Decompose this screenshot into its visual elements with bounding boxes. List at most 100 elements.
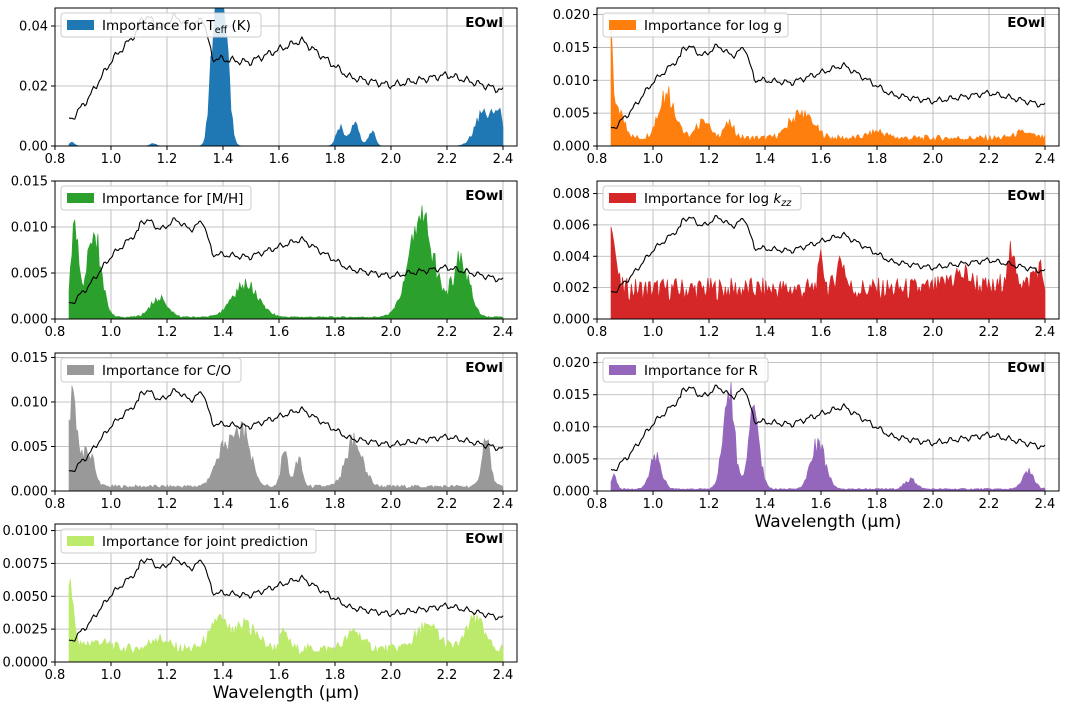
x-tick-label: 0.8 <box>45 325 66 340</box>
x-tick-label: 2.2 <box>437 152 458 167</box>
y-tick-label: 0.005 <box>11 267 48 282</box>
x-tick-label: 1.2 <box>699 152 720 167</box>
x-tick-label: 1.6 <box>269 497 290 512</box>
model-tag: EOwl <box>1007 15 1045 31</box>
x-tick-label: 2.4 <box>493 497 514 512</box>
panel-mh: 0.8 1.0 1.2 1.4 1.6 1.8 2.0 2.2 2.4 0.000 0.005 0.0… <box>11 175 518 340</box>
x-tick-label: 0.8 <box>45 497 66 512</box>
spectrum-line <box>68 556 504 642</box>
x-tick-label: 2.2 <box>979 152 1000 167</box>
importance-area <box>610 226 1046 320</box>
x-tick-label: 1.0 <box>101 325 122 340</box>
y-tick-label: 0.00 <box>19 140 48 155</box>
x-tick-label: 1.0 <box>101 497 122 512</box>
x-tick-label: 2.4 <box>1035 497 1056 512</box>
panel-co: 0.8 1.0 1.2 1.4 1.6 1.8 2.0 2.2 2.4 0.000 0.005 0.0… <box>11 351 518 512</box>
axes-frame <box>54 7 518 147</box>
legend-swatch <box>609 365 636 375</box>
legend-swatch <box>609 193 636 203</box>
importance-area <box>610 380 1046 492</box>
legend-swatch <box>67 536 94 546</box>
x-tick-label: 2.2 <box>979 497 1000 512</box>
x-tick-label: 1.8 <box>325 325 346 340</box>
legend-label: Importance for [M/H] <box>102 191 243 207</box>
legend-label: Importance for log g <box>644 18 782 34</box>
legend: Importance for log kzz <box>602 185 802 211</box>
panel-teff: 0.8 1.0 1.2 1.4 1.6 1.8 2.0 2.2 2.4 0.00 0.02 0.04 I… <box>19 7 518 167</box>
legend: Importance for log g <box>602 12 789 38</box>
x-tick-label: 1.4 <box>755 152 776 167</box>
y-tick-label: 0.0025 <box>3 623 49 638</box>
x-tick-label: 2.2 <box>437 668 458 683</box>
x-tick-label: 1.4 <box>213 668 234 683</box>
legend-swatch <box>67 193 94 203</box>
y-tick-label: 0.000 <box>11 485 48 500</box>
legend-label: Importance for C/O <box>102 363 231 379</box>
x-tick-label: 1.6 <box>269 325 290 340</box>
x-tick-label: 0.8 <box>45 668 66 683</box>
x-tick-label: 1.2 <box>157 325 178 340</box>
legend-box <box>60 528 317 554</box>
y-tick-label: 0.010 <box>11 395 48 410</box>
y-tick-label: 0.0050 <box>3 590 49 605</box>
spectrum-line <box>68 388 504 472</box>
y-tick-label: 0.0000 <box>3 656 49 671</box>
axes-frame <box>596 352 1060 492</box>
model-tag: EOwl <box>1007 360 1045 376</box>
legend-label: Importance for log kzz <box>644 191 792 209</box>
spectrum-line <box>610 215 1046 293</box>
legend-label: Importance for Teff (K) <box>102 18 251 36</box>
x-tick-label: 1.8 <box>867 152 888 167</box>
axes-frame <box>596 180 1060 320</box>
y-tick-label: 0.006 <box>553 218 590 233</box>
x-tick-label: 1.6 <box>811 152 832 167</box>
legend-box <box>602 12 789 38</box>
legend-box <box>60 357 242 383</box>
panel-joint: 0.8 1.0 1.2 1.4 1.6 1.8 2.0 2.2 2.4 0.0000 0.0025 0… <box>3 523 518 703</box>
x-tick-label: 1.8 <box>867 497 888 512</box>
x-tick-label: 1.2 <box>157 668 178 683</box>
x-tick-label: 2.2 <box>437 325 458 340</box>
y-tick-label: 0.020 <box>553 356 590 371</box>
x-tick-label: 1.2 <box>699 325 720 340</box>
x-tick-label: 1.6 <box>269 152 290 167</box>
legend-box <box>602 357 769 383</box>
x-tick-label: 1.2 <box>157 152 178 167</box>
y-tick-label: 0.010 <box>553 420 590 435</box>
x-tick-label: 2.0 <box>381 325 402 340</box>
x-tick-label: 1.4 <box>755 497 776 512</box>
y-tick-label: 0.000 <box>553 485 590 500</box>
x-tick-label: 0.8 <box>587 152 608 167</box>
y-tick-label: 0.005 <box>11 440 48 455</box>
y-tick-label: 0.04 <box>19 20 48 35</box>
x-tick-label: 2.4 <box>493 325 514 340</box>
x-tick-label: 2.0 <box>923 325 944 340</box>
x-tick-label: 1.8 <box>325 152 346 167</box>
x-tick-label: 2.4 <box>1035 325 1056 340</box>
model-tag: EOwl <box>465 360 503 376</box>
x-tick-label: 1.2 <box>699 497 720 512</box>
axes-frame <box>596 7 1060 147</box>
x-tick-label: 2.0 <box>923 497 944 512</box>
y-tick-label: 0.015 <box>553 388 590 403</box>
legend-swatch <box>609 20 636 30</box>
y-tick-label: 0.002 <box>553 281 590 296</box>
y-tick-label: 0.000 <box>11 313 48 328</box>
x-tick-label: 2.0 <box>381 668 402 683</box>
x-tick-label: 1.6 <box>811 497 832 512</box>
y-tick-label: 0.015 <box>11 351 48 366</box>
legend-box <box>60 185 252 211</box>
x-tick-label: 2.4 <box>1035 152 1056 167</box>
legend: Importance for [M/H] <box>60 185 252 211</box>
legend: Importance for R <box>602 357 769 383</box>
model-tag: EOwl <box>465 531 503 547</box>
legend: Importance for joint prediction <box>60 528 317 554</box>
x-tick-label: 1.8 <box>325 668 346 683</box>
spectrum-line <box>610 43 1046 129</box>
x-tick-label: 2.4 <box>493 152 514 167</box>
model-tag: EOwl <box>465 15 503 31</box>
axes-frame <box>54 523 518 663</box>
x-tick-label: 2.2 <box>437 497 458 512</box>
legend: Importance for C/O <box>60 357 242 383</box>
y-tick-label: 0.010 <box>553 74 590 89</box>
